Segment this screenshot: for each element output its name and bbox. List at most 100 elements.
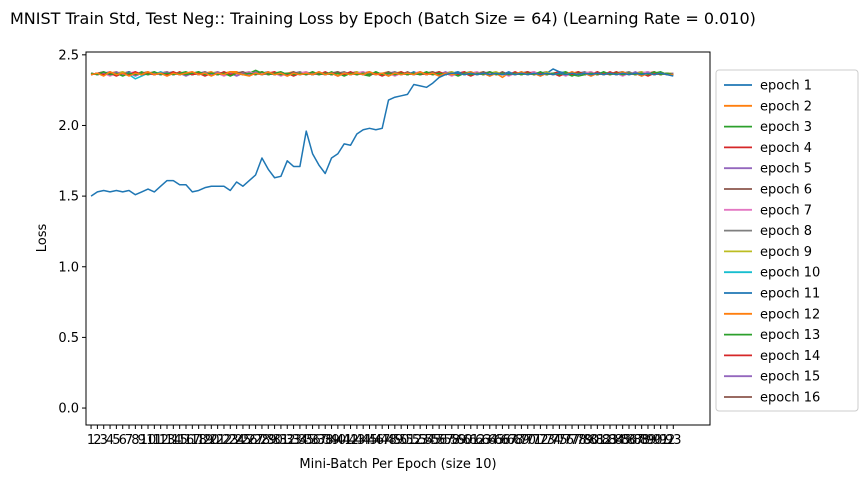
x-tick-label: 78	[570, 433, 587, 448]
legend-box	[715, 69, 859, 412]
legend-label: epoch 1	[760, 79, 812, 94]
x-tick-label: 68	[507, 433, 524, 448]
x-tick-label: 84	[608, 433, 625, 448]
legend-label: epoch 13	[760, 328, 820, 343]
x-tick-label: 25	[235, 433, 252, 448]
x-tick-label: 45	[361, 433, 378, 448]
x-tick-label: 77	[564, 433, 581, 448]
x-tick-label: 76	[557, 433, 574, 448]
x-tick-label: 66	[494, 433, 511, 448]
x-tick-label: 49	[387, 433, 404, 448]
x-tick-label: 59	[450, 433, 467, 448]
y-axis-label: Loss	[35, 224, 50, 253]
x-tick-label: 74	[545, 433, 562, 448]
x-tick-label: 73	[538, 433, 555, 448]
x-tick-label: 63	[475, 433, 492, 448]
x-axis-label: Mini-Batch Per Epoch (size 10)	[299, 457, 496, 472]
series-line-epoch-1	[90, 72, 674, 197]
y-axis-ticks: 0.0 0.5 1.0 1.5 2.0 2.5	[58, 48, 86, 417]
x-tick-label: 67	[500, 433, 517, 448]
x-tick-label: 39	[323, 433, 340, 448]
legend-item-epoch-13: epoch 13	[724, 328, 820, 343]
x-tick-label: 14	[165, 433, 182, 448]
legend-label: epoch 9	[760, 245, 812, 260]
x-tick-label: 50	[393, 433, 410, 448]
legend-item-epoch-12: epoch 12	[724, 307, 820, 322]
legend-item-epoch-6: epoch 6	[724, 183, 812, 198]
legend-label: epoch 6	[760, 183, 812, 198]
x-tick-label: 43	[349, 433, 366, 448]
legend-item-epoch-10: epoch 10	[724, 266, 820, 281]
legend-label: epoch 8	[760, 224, 812, 239]
x-tick-label: 16	[178, 433, 195, 448]
x-tick-label: 36	[304, 433, 321, 448]
legend-item-epoch-11: epoch 11	[724, 287, 820, 302]
legend-item-epoch-5: epoch 5	[724, 162, 812, 177]
x-tick-label: 15	[171, 433, 188, 448]
x-tick-label: 23	[222, 433, 239, 448]
x-tick-label: 82	[595, 433, 612, 448]
x-tick-label: 83	[602, 433, 619, 448]
x-tick-label: 57	[437, 433, 454, 448]
x-tick-label: 89	[640, 433, 657, 448]
x-tick-label: 46	[368, 433, 385, 448]
x-tick-label: 28	[254, 433, 271, 448]
x-tick-label: 79	[576, 433, 593, 448]
legend-item-epoch-15: epoch 15	[724, 370, 820, 385]
legend-item-epoch-9: epoch 9	[724, 245, 812, 260]
x-tick-label: 13	[159, 433, 176, 448]
x-tick-label: 70	[519, 433, 536, 448]
legend-item-epoch-14: epoch 14	[724, 349, 820, 364]
x-tick-label: 91	[652, 433, 669, 448]
x-tick-label: 88	[633, 433, 650, 448]
legend-label: epoch 3	[760, 120, 812, 135]
x-tick-label: 18	[190, 433, 207, 448]
x-tick-label: 30	[266, 433, 283, 448]
legend-item-epoch-16: epoch 16	[724, 391, 820, 406]
y-tick-label: 2.0	[58, 119, 79, 134]
legend-label: epoch 2	[760, 99, 812, 114]
legend: epoch 1 epoch 2 epoch 3 epoch 4 epoch 5 epoch…	[715, 69, 859, 412]
x-tick-label: 75	[551, 433, 568, 448]
x-tick-label: 19	[197, 433, 214, 448]
x-tick-label: 55	[425, 433, 442, 448]
legend-item-epoch-7: epoch 7	[724, 203, 812, 218]
x-tick-label: 81	[589, 433, 606, 448]
x-tick-label: 22	[216, 433, 233, 448]
legend-label: epoch 15	[760, 370, 820, 385]
x-tick-label: 12	[152, 433, 169, 448]
x-tick-label: 71	[526, 433, 543, 448]
x-tick-label: 87	[627, 433, 644, 448]
x-tick-label: 80	[583, 433, 600, 448]
legend-items: epoch 1 epoch 2 epoch 3 epoch 4 epoch 5 epoch…	[724, 79, 820, 406]
x-tick-label: 34	[292, 433, 309, 448]
x-tick-label: 86	[621, 433, 638, 448]
x-tick-label: 48	[380, 433, 397, 448]
x-tick-label: 47	[374, 433, 391, 448]
legend-label: epoch 4	[760, 141, 812, 156]
x-tick-label: 6	[119, 433, 127, 448]
x-tick-label: 65	[488, 433, 505, 448]
x-tick-label: 1	[87, 433, 95, 448]
x-tick-label: 37	[311, 433, 328, 448]
x-tick-label: 62	[469, 433, 486, 448]
x-tick-label: 92	[659, 433, 676, 448]
x-tick-label: 5	[112, 433, 120, 448]
x-tick-label: 31	[273, 433, 290, 448]
x-tick-label: 9	[138, 433, 146, 448]
x-tick-label: 33	[285, 433, 302, 448]
x-tick-label: 20	[203, 433, 220, 448]
x-tick-label: 35	[298, 433, 315, 448]
x-tick-label: 52	[406, 433, 423, 448]
legend-item-epoch-4: epoch 4	[724, 141, 812, 156]
x-tick-label: 72	[532, 433, 549, 448]
legend-label: epoch 11	[760, 287, 820, 302]
x-tick-label: 7	[125, 433, 133, 448]
x-tick-label: 24	[228, 433, 245, 448]
x-tick-label: 58	[444, 433, 461, 448]
legend-label: epoch 12	[760, 307, 820, 322]
x-tick-label: 10	[140, 433, 157, 448]
series-layer	[90, 68, 674, 197]
x-tick-label: 2	[93, 433, 101, 448]
legend-label: epoch 7	[760, 203, 812, 218]
